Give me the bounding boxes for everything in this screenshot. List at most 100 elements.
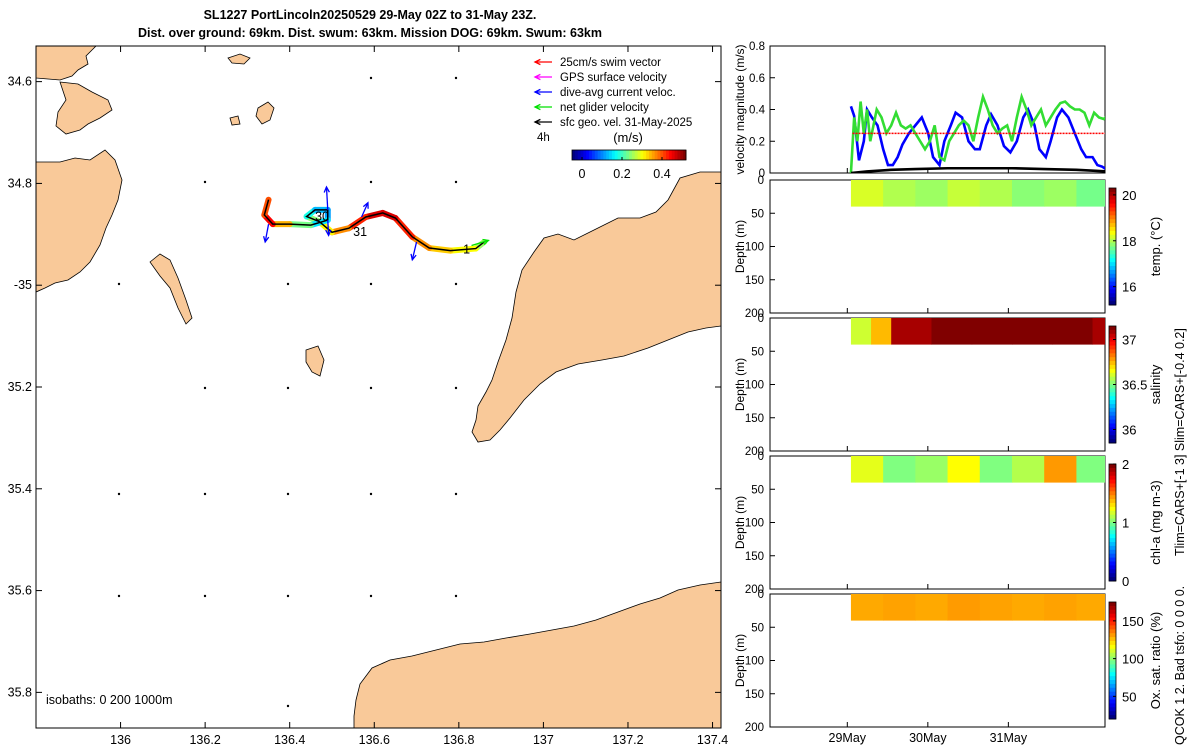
section-colorbar-cell xyxy=(1109,388,1116,393)
section-colorbar-label: temp. (°C) xyxy=(1148,217,1163,276)
map-y-tick-label: 35.8 xyxy=(8,685,32,699)
section-cell xyxy=(1076,456,1106,483)
land-yorke-peninsula xyxy=(471,171,721,443)
current-vector-head xyxy=(410,253,417,262)
section-colorbar-cell xyxy=(1109,281,1116,286)
map-axis-ticks: 136 136.2 136.4 136.6 136.8 137 137.2 137.4 34.6… xyxy=(8,46,728,747)
current-vector-shaft xyxy=(411,241,418,260)
colorbar-cell xyxy=(597,150,601,160)
section-ylabel: Depth (m) xyxy=(733,496,747,549)
section-colorbar-cell xyxy=(1109,522,1116,527)
colorbar-cell xyxy=(680,150,684,160)
section-colorbar-tick-label: 20 xyxy=(1122,188,1136,203)
section-colorbar-cell xyxy=(1109,549,1116,555)
colorbar-tick-label: 0.2 xyxy=(613,167,630,181)
section-cell xyxy=(979,594,1013,621)
section-cell xyxy=(891,318,932,345)
velocity-series-line xyxy=(849,105,1105,171)
section-y-tick-label: 50 xyxy=(751,484,764,496)
section-y-tick-label: 50 xyxy=(751,208,764,220)
section-colorbar-cell xyxy=(1109,467,1116,473)
section-cell xyxy=(915,456,949,483)
section-y-tick-label: 200 xyxy=(745,584,764,596)
land-kangaroo-island xyxy=(353,581,721,728)
colorbar-cell xyxy=(663,150,667,160)
map-y-tick-label: -35 xyxy=(14,278,32,292)
section-colorbar-cell xyxy=(1109,573,1116,578)
section-colorbar-cell xyxy=(1109,431,1116,436)
section-colorbar-tick-label: 0 xyxy=(1122,574,1129,589)
current-vector-shaft xyxy=(264,224,270,243)
velocity-series xyxy=(849,92,1105,173)
section-y-tick-label: 150 xyxy=(745,275,764,287)
section-cell xyxy=(1044,456,1077,483)
section-y-tick-label: 0 xyxy=(758,451,764,463)
day-label: 31 xyxy=(353,225,367,239)
section-colorbar-cell xyxy=(1109,337,1116,343)
section-panel: 0 50 100 150 200 Depth (m) 0 1 2 chl-a (mg m-3) xyxy=(733,451,1163,596)
section-colorbar-cell xyxy=(1109,215,1116,220)
colorbar-cell xyxy=(572,150,576,160)
land-island-2 xyxy=(255,101,275,125)
section-y-tick-label: 150 xyxy=(745,689,764,701)
colorbar-cell xyxy=(623,150,627,160)
section-colorbar-cell xyxy=(1109,301,1116,306)
section-colorbar-cell xyxy=(1109,483,1116,488)
isobath-note: isobaths: 0 200 1000m xyxy=(46,693,172,707)
colorbar-cell xyxy=(640,150,644,160)
section-colorbar-cell xyxy=(1109,404,1116,409)
net-velocity-vector-head xyxy=(482,238,490,245)
current-vector xyxy=(323,185,330,210)
section-colorbar-cell xyxy=(1109,648,1116,654)
colorbar-cell xyxy=(614,150,619,160)
section-colorbar-cell xyxy=(1109,326,1116,331)
net-velocity-vector xyxy=(471,238,490,247)
section-cell xyxy=(883,456,916,483)
legend-arrow-head xyxy=(533,88,541,96)
section-colorbar-cell xyxy=(1109,258,1116,263)
section-y-tick-label: 0 xyxy=(758,175,764,187)
section-cell xyxy=(971,318,1013,345)
section-cell xyxy=(931,318,973,345)
section-colorbar-cell xyxy=(1109,534,1116,539)
section-colorbar-cell xyxy=(1109,199,1116,205)
section-colorbar-cell xyxy=(1109,250,1116,255)
colorbar-cell xyxy=(611,150,616,160)
colorbar-cell xyxy=(643,150,647,160)
section-colorbar-cell xyxy=(1109,195,1116,201)
map-x-tick-label: 136 xyxy=(110,733,131,747)
section-colorbar-cell xyxy=(1109,691,1116,697)
section-colorbar-cell xyxy=(1109,341,1116,346)
map-x-tick-label: 136.2 xyxy=(189,733,220,747)
current-vector xyxy=(262,224,270,244)
colorbar-cell xyxy=(629,150,633,160)
section-colorbar-cell xyxy=(1109,491,1116,496)
section-colorbar-cell xyxy=(1109,396,1116,401)
section-colorbar-cell xyxy=(1109,365,1116,370)
section-ylabel: Depth (m) xyxy=(733,634,747,687)
colorbar-cell xyxy=(609,150,613,160)
legend-arrow xyxy=(533,88,552,96)
colorbar-tick-label: 0.4 xyxy=(653,167,670,181)
colorbar-cell xyxy=(617,150,621,160)
colorbar-cell xyxy=(580,150,584,160)
section-colorbar-tick-label: 100 xyxy=(1122,652,1144,667)
current-vector-shaft xyxy=(327,220,330,236)
time-axis: 29May 30May 31May xyxy=(829,168,1028,745)
section-cell xyxy=(1011,456,1045,483)
colorbar-cell xyxy=(677,150,681,160)
section-colorbar-cell xyxy=(1109,565,1116,570)
legend-arrow xyxy=(533,103,552,111)
section-colorbar-cell xyxy=(1109,207,1116,212)
colorbar-cell xyxy=(651,150,656,160)
colorbar-cell xyxy=(574,150,579,160)
section-colorbar-cell xyxy=(1109,419,1116,424)
section-y-tick-label: 100 xyxy=(745,242,764,254)
colorbar-cell xyxy=(683,150,687,160)
section-cell xyxy=(1076,180,1106,207)
colorbar-cell xyxy=(594,150,599,160)
section-cell xyxy=(915,594,949,621)
qc-note: QCOK 1 2. Bad tsfo: 0 0 0 0. xyxy=(1173,586,1187,745)
colorbar-label: (m/s) xyxy=(613,130,643,145)
